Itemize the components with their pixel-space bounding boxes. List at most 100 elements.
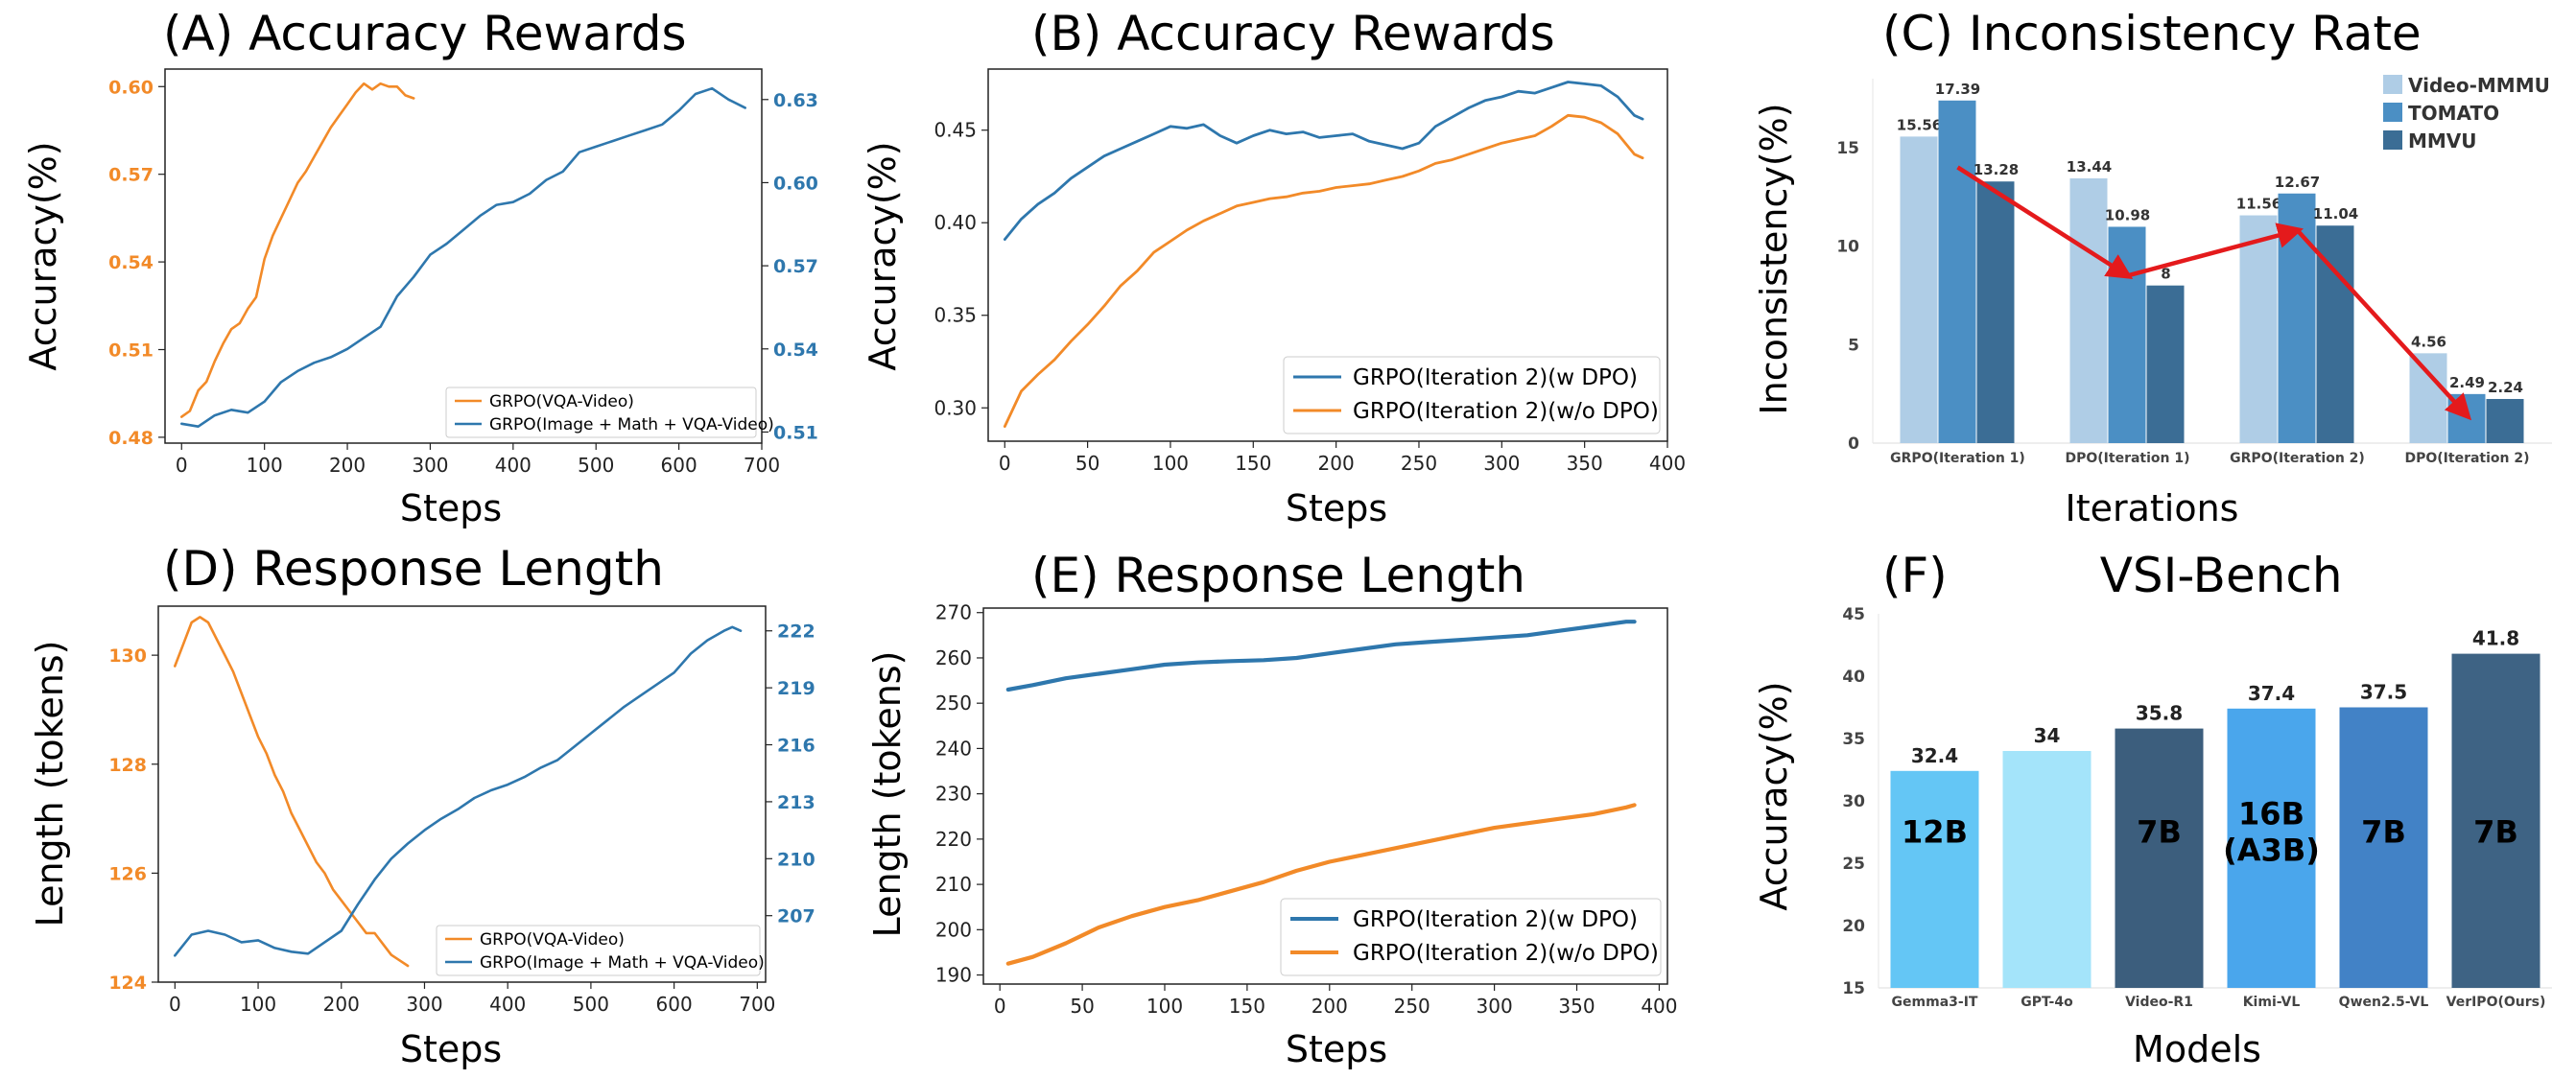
x-tick-label: 50 <box>1075 452 1099 475</box>
panel-e-axes: 0 50 100 150 200 250 300 350 400 190 200 210 220 230 2… <box>935 601 1678 1018</box>
x-tick-label: 200 <box>323 993 360 1016</box>
x-tick-label: GPT-4o <box>2021 995 2073 1010</box>
bar-value-label: 34 <box>2034 724 2061 747</box>
legend-swatch-mmvu <box>2383 130 2402 150</box>
panel-a-title: (A) Accuracy Rewards <box>163 6 687 61</box>
trend-arrow <box>1956 165 2134 280</box>
x-tick-label: VerIPO(Ours) <box>2446 995 2546 1010</box>
y-tick-label-right: 207 <box>777 906 815 927</box>
bar-value-label: 4.56 <box>2411 333 2446 350</box>
x-tick-label: DPO(Iteration 2) <box>2404 451 2529 466</box>
panel-f-xlabel: Models <box>2133 1028 2261 1070</box>
panel-c-arrows <box>1956 165 2472 421</box>
x-tick-label: 300 <box>412 454 448 477</box>
panel-e-legend-box <box>1280 898 1662 976</box>
x-tick-label: 100 <box>247 454 283 477</box>
x-tick-label: 350 <box>1558 995 1595 1018</box>
x-tick-label: 100 <box>1146 995 1183 1018</box>
panel-b-frame <box>987 68 1668 442</box>
x-tick-label: 250 <box>1394 995 1430 1018</box>
x-tick-label: 500 <box>578 454 614 477</box>
bar-video-mmmu <box>2239 215 2278 443</box>
y-tick-label-left: 126 <box>108 863 147 884</box>
x-tick-label: 600 <box>656 993 693 1016</box>
y-tick-label-right: 216 <box>777 736 815 757</box>
bar-video-r1 <box>2115 728 2204 988</box>
bar-mmvu <box>2316 225 2354 443</box>
panel-a-frame <box>164 68 763 444</box>
series-line-0 <box>180 82 415 418</box>
bar-value-label: 35.8 <box>2136 702 2183 725</box>
panel-f-axes: 15 20 25 30 35 40 45 Gemma3-IT GPT-4o Video-R1 Kim… <box>1842 605 2552 1010</box>
panel-c-legend-tomato: TOMATO <box>2408 102 2499 125</box>
panel-b-axes: 0 50 100 150 200 250 300 350 400 0.30 0.35 0.40 0.45 <box>934 119 1686 475</box>
y-tick-label-left: 270 <box>935 601 972 624</box>
model-size-label: 7B <box>2361 814 2406 851</box>
y-tick-label-left: 220 <box>935 828 972 851</box>
x-tick-label: 0 <box>169 993 181 1016</box>
y-tick-label-left: 200 <box>935 918 972 941</box>
x-tick-label: 0 <box>999 452 1011 475</box>
bar-value-label: 32.4 <box>1911 744 1958 767</box>
model-size-label: (A3B) <box>2223 833 2320 869</box>
y-tick-label-right: 0.63 <box>773 90 818 111</box>
panel-a-lines <box>180 82 747 429</box>
panel-d-legend-blue: GRPO(Image + Math + VQA-Video) <box>480 953 765 973</box>
bar-tomato <box>1938 100 1976 444</box>
x-tick-label: Gemma3-IT <box>1892 995 1978 1010</box>
panel-b-legend-blue: GRPO(Iteration 2)(w DPO) <box>1353 365 1638 390</box>
panel-f: (F) VSI-Bench 15 20 25 30 35 40 45 Gemma3-IT GPT… <box>1753 548 2552 1070</box>
panel-d-xlabel: Steps <box>400 1028 502 1070</box>
x-tick-label: 150 <box>1235 452 1271 475</box>
x-tick-label: 200 <box>1318 452 1355 475</box>
trend-arrow <box>2295 228 2472 421</box>
x-tick-label: 200 <box>329 454 366 477</box>
panel-e-legend: GRPO(Iteration 2)(w DPO) GRPO(Iteration … <box>1280 898 1662 976</box>
bar-value-label: 13.44 <box>2067 158 2112 176</box>
bar-value-label: 15.56 <box>1897 116 1942 133</box>
y-tick-label-left: 190 <box>935 964 972 987</box>
panel-f-title: (F) VSI-Bench <box>1882 548 2343 603</box>
series-line-0 <box>1005 620 1637 692</box>
panel-e-ylabel: Length (tokens) <box>866 651 909 938</box>
panel-e-lines <box>1005 620 1637 966</box>
y-tick-label-left: 0.51 <box>108 340 154 362</box>
y-tick-label: 5 <box>1848 336 1859 355</box>
x-tick-label: Kimi-VL <box>2243 995 2301 1010</box>
panel-d-legend-box <box>436 925 761 976</box>
panel-b-legend-orange: GRPO(Iteration 2)(w/o DPO) <box>1353 399 1659 424</box>
panel-d-axes: 0 100 200 300 400 500 600 700 124 126 128 130 207 210… <box>108 622 815 1016</box>
y-tick-label-left: 0.30 <box>934 396 977 419</box>
panel-d-lines <box>174 616 743 968</box>
panel-e-frame <box>982 607 1668 985</box>
x-tick-label: 400 <box>1641 995 1677 1018</box>
bar-video-mmmu <box>2409 353 2447 443</box>
panel-b-ylabel: Accuracy(%) <box>862 141 904 370</box>
model-size-label: 12B <box>1902 814 1968 851</box>
y-tick-label: 30 <box>1842 792 1865 811</box>
bar-value-label: 41.8 <box>2472 627 2519 650</box>
panel-c-axes: 0 5 10 15 GRPO(Iteration 1) DPO(Iteration 1) G… <box>1836 79 2552 466</box>
bar-value-label: 11.56 <box>2236 196 2281 213</box>
panel-a: (A) Accuracy Rewards 0 100 200 300 400 500 600… <box>22 6 818 529</box>
panel-a-ylabel: Accuracy(%) <box>22 141 64 370</box>
y-tick-label-right: 210 <box>777 849 815 870</box>
bar-value-label: 2.24 <box>2488 379 2523 396</box>
y-tick-label-left: 0.35 <box>934 304 977 327</box>
panel-a-legend-blue: GRPO(Image + Math + VQA-Video) <box>489 415 774 434</box>
y-tick-label-left: 210 <box>935 873 972 896</box>
bar-video-mmmu <box>2069 177 2108 444</box>
panel-c-legend: Video-MMMU TOMATO MMVU <box>2383 74 2550 152</box>
panel-f-ylabel: Accuracy(%) <box>1753 681 1795 910</box>
series-line-1 <box>1003 113 1644 429</box>
y-tick-label-right: 219 <box>777 678 815 699</box>
panel-d-frame <box>157 605 767 983</box>
panel-e-legend-orange: GRPO(Iteration 2)(w/o DPO) <box>1353 941 1659 966</box>
y-tick-label-left: 230 <box>935 783 972 806</box>
y-tick-label: 40 <box>1842 668 1865 687</box>
x-tick-label: DPO(Iteration 1) <box>2065 451 2189 466</box>
bar-value-label: 37.4 <box>2248 682 2295 705</box>
y-tick-label-left: 0.57 <box>108 165 154 186</box>
y-tick-label-left: 0.48 <box>108 428 154 449</box>
